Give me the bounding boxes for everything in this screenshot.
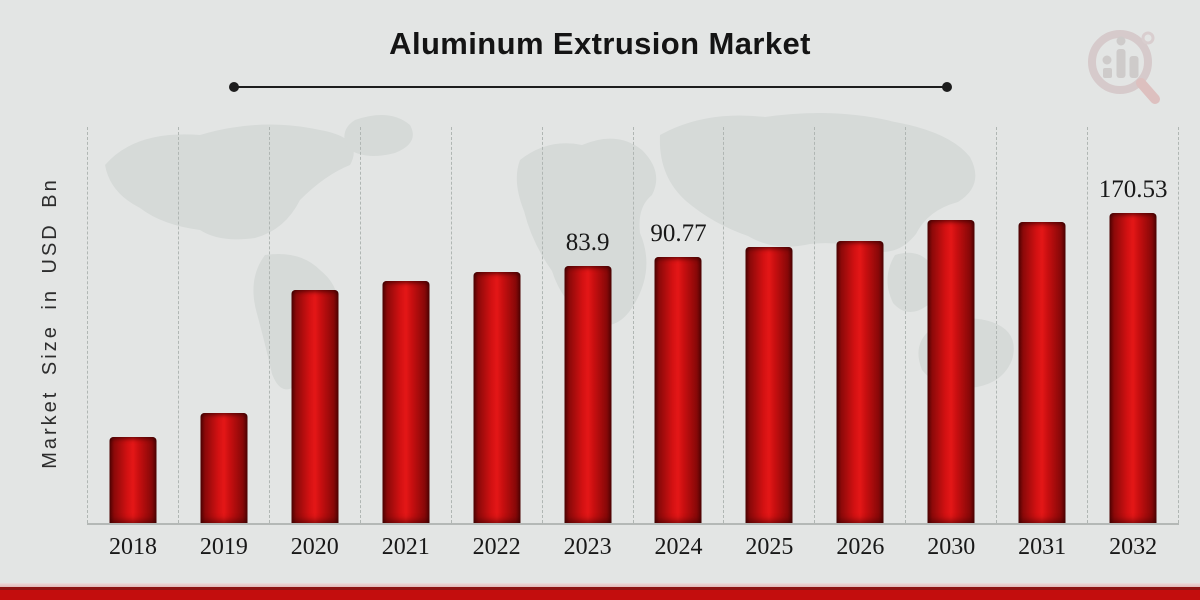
bar-2031 bbox=[1018, 222, 1066, 523]
category-cell-2023: 83.9 2023 bbox=[541, 127, 633, 560]
x-tick-2032: 2032 bbox=[1109, 534, 1158, 560]
x-tick-2018: 2018 bbox=[108, 534, 157, 560]
category-cell-2032: 170.53 2032 bbox=[1087, 127, 1180, 560]
y-axis-label: Market Size in USD Bn bbox=[39, 177, 61, 469]
bar-2023 bbox=[564, 266, 612, 523]
footer-stripe-red bbox=[0, 590, 1200, 600]
footer-stripe-maroon bbox=[0, 587, 1200, 590]
plot-area: 2018 2019 2020 2021 2022 83.9 2023 90.77 2024 202… bbox=[87, 127, 1180, 560]
bar-2024 bbox=[654, 257, 702, 523]
underline-left-dot bbox=[229, 82, 239, 92]
x-tick-2021: 2021 bbox=[381, 534, 430, 560]
bar-2026 bbox=[836, 241, 884, 523]
bar-2020 bbox=[291, 290, 339, 523]
x-tick-2023: 2023 bbox=[563, 534, 612, 560]
category-cell-2024: 90.77 2024 bbox=[632, 127, 724, 560]
bar-2022 bbox=[473, 272, 521, 523]
bar-2032 bbox=[1109, 213, 1157, 523]
category-cell-2025: 2025 bbox=[723, 127, 814, 560]
underline-right-dot bbox=[942, 82, 952, 92]
category-cell-2022: 2022 bbox=[450, 127, 542, 560]
value-label-2023: 83.9 bbox=[565, 229, 610, 256]
x-tick-2031: 2031 bbox=[1018, 534, 1067, 560]
footer-stripe-pink bbox=[0, 583, 1200, 587]
category-cell-2019: 2019 bbox=[177, 127, 269, 560]
x-tick-2019: 2019 bbox=[199, 534, 248, 560]
x-tick-2022: 2022 bbox=[472, 534, 521, 560]
category-cell-2021: 2021 bbox=[359, 127, 451, 560]
x-tick-2020: 2020 bbox=[290, 534, 339, 560]
bar-2025 bbox=[745, 247, 793, 523]
x-tick-2026: 2026 bbox=[836, 534, 885, 560]
category-cell-2026: 2026 bbox=[814, 127, 905, 560]
category-cell-2030: 2030 bbox=[905, 127, 996, 560]
footer-band bbox=[0, 583, 1200, 600]
bar-2030 bbox=[927, 220, 975, 523]
value-label-2024: 90.77 bbox=[650, 220, 707, 247]
bar-2021 bbox=[382, 281, 430, 523]
x-tick-2024: 2024 bbox=[654, 534, 703, 560]
category-cell-2031: 2031 bbox=[996, 127, 1087, 560]
x-tick-2025: 2025 bbox=[745, 534, 794, 560]
bar-2019 bbox=[200, 413, 248, 523]
page-title: Aluminum Extrusion Market bbox=[389, 26, 811, 61]
bar-2018 bbox=[109, 437, 157, 523]
category-cell-2018: 2018 bbox=[87, 127, 178, 560]
category-cell-2020: 2020 bbox=[268, 127, 360, 560]
value-label-2032: 170.53 bbox=[1098, 176, 1168, 203]
x-tick-2030: 2030 bbox=[927, 534, 976, 560]
title-underline bbox=[229, 82, 952, 92]
